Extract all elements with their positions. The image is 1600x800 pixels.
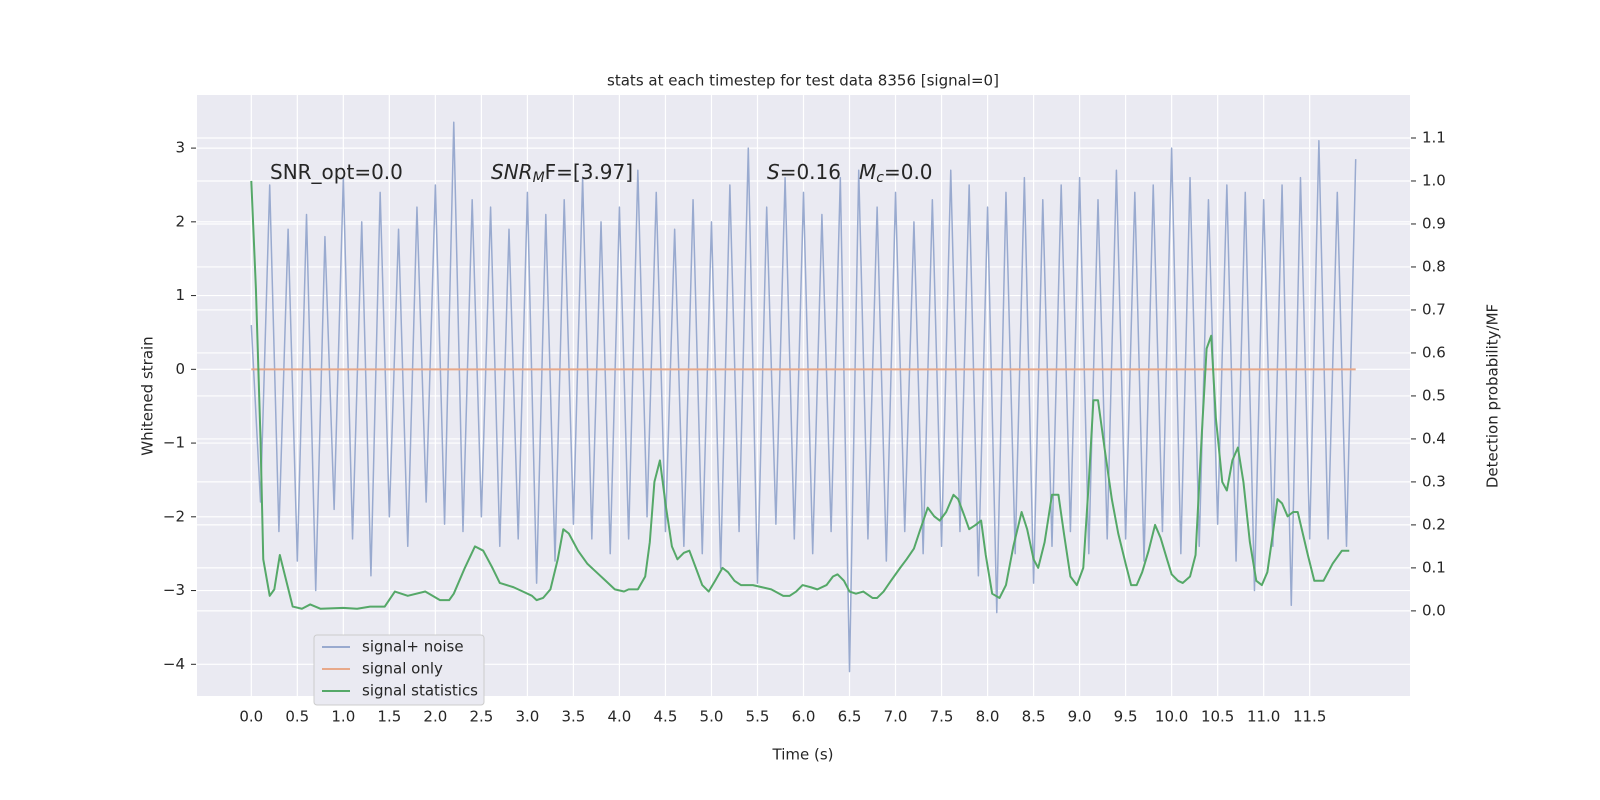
annotation-main: M: [859, 160, 876, 184]
annotation-main: SNR_opt=0.0: [270, 160, 403, 184]
annotation: Mc=0.0: [859, 160, 933, 187]
x-tick-label: 1.5: [377, 708, 401, 726]
y2-tick-label: 0.6: [1422, 343, 1446, 361]
x-tick-label: 6.0: [792, 708, 816, 726]
x-axis-label: Time (s): [772, 746, 834, 764]
x-tick-label: 7.5: [930, 708, 954, 726]
x-tick-label: 10.5: [1201, 708, 1234, 726]
y2-tick-label: 0.1: [1422, 558, 1446, 576]
y2-tick-label: 1.0: [1422, 171, 1446, 189]
y2-tick-label: 1.1: [1422, 128, 1446, 146]
series-line: [250, 180, 1350, 610]
annotation-tail: F=[3.97]: [545, 160, 633, 184]
y2-tick-label: 0.0: [1422, 601, 1446, 619]
x-tick-label: 5.5: [746, 708, 770, 726]
x-tick-label: 8.0: [976, 708, 1000, 726]
x-tick-label: 11.5: [1293, 708, 1326, 726]
x-tick-label: 9.0: [1068, 708, 1092, 726]
y2-axis-label: Detection probability/MF: [1484, 304, 1502, 488]
annotation: S=0.16: [767, 160, 841, 184]
x-tick-label: 0.0: [239, 708, 263, 726]
legend-label: signal statistics: [362, 682, 478, 700]
annotation-tail: =0.16: [780, 160, 841, 184]
y2-tick-label: 0.9: [1422, 214, 1446, 232]
marks: [250, 121, 1357, 673]
x-tick-label: 0.5: [285, 708, 309, 726]
annotation-main: S: [767, 160, 780, 184]
x-tick-label: 3.0: [515, 708, 539, 726]
x-tick-label: 9.5: [1114, 708, 1138, 726]
x-tick-label: 2.0: [423, 708, 447, 726]
y2-tick-label: 0.3: [1422, 472, 1446, 490]
y-tick-label: −2: [163, 507, 185, 525]
x-tick-label: 4.5: [654, 708, 678, 726]
y-axis-label: Whitened strain: [139, 336, 157, 455]
legend-label: signal+ noise: [362, 638, 464, 656]
y2-tick-label: 0.7: [1422, 300, 1446, 318]
legend-label: signal only: [362, 660, 443, 678]
x-tick-label: 5.0: [700, 708, 724, 726]
y-tick-label: 3: [175, 139, 185, 157]
annotation: SNR_opt=0.0: [270, 160, 403, 184]
annotation: SNRMF=[3.97]: [491, 160, 633, 187]
y2-tick-label: 0.2: [1422, 515, 1446, 533]
x-tick-label: 10.0: [1155, 708, 1188, 726]
y-tick-label: −1: [163, 434, 185, 452]
x-tick-label: 7.0: [884, 708, 908, 726]
x-tick-label: 3.5: [561, 708, 585, 726]
y-tick-label: 1: [175, 286, 185, 304]
legend-box: [313, 634, 485, 706]
x-tick-label: 8.5: [1022, 708, 1046, 726]
y2-tick-label: 0.8: [1422, 257, 1446, 275]
y-tick-label: −4: [163, 655, 185, 673]
annotation-tail: =0.0: [884, 160, 933, 184]
x-tick-label: 1.0: [331, 708, 355, 726]
annotation-sub: c: [876, 170, 884, 186]
y2-tick-label: 0.5: [1422, 386, 1446, 404]
y-tick-label: −3: [163, 581, 185, 599]
y2-tick-label: 0.4: [1422, 429, 1446, 447]
annotation-sub: M: [533, 170, 545, 186]
x-tick-label: 4.0: [608, 708, 632, 726]
x-tick-label: 11.0: [1247, 708, 1280, 726]
series-line: [250, 121, 1357, 673]
chart-title: stats at each timestep for test data 835…: [607, 72, 999, 90]
x-tick-label: 2.5: [469, 708, 493, 726]
legend: signal+ noise signal only signal statistic…: [313, 634, 485, 706]
y-tick-label: 0: [175, 360, 185, 378]
annotation-main: SNR: [491, 160, 533, 184]
y-tick-label: 2: [175, 212, 185, 230]
x-tick-label: 6.5: [838, 708, 862, 726]
labels: 0.0 0.5 1.0 1.5 2.0 2.5 3.0 3.5 4.0 4.5 5.0 5.5 6.0 6…: [163, 128, 1446, 725]
